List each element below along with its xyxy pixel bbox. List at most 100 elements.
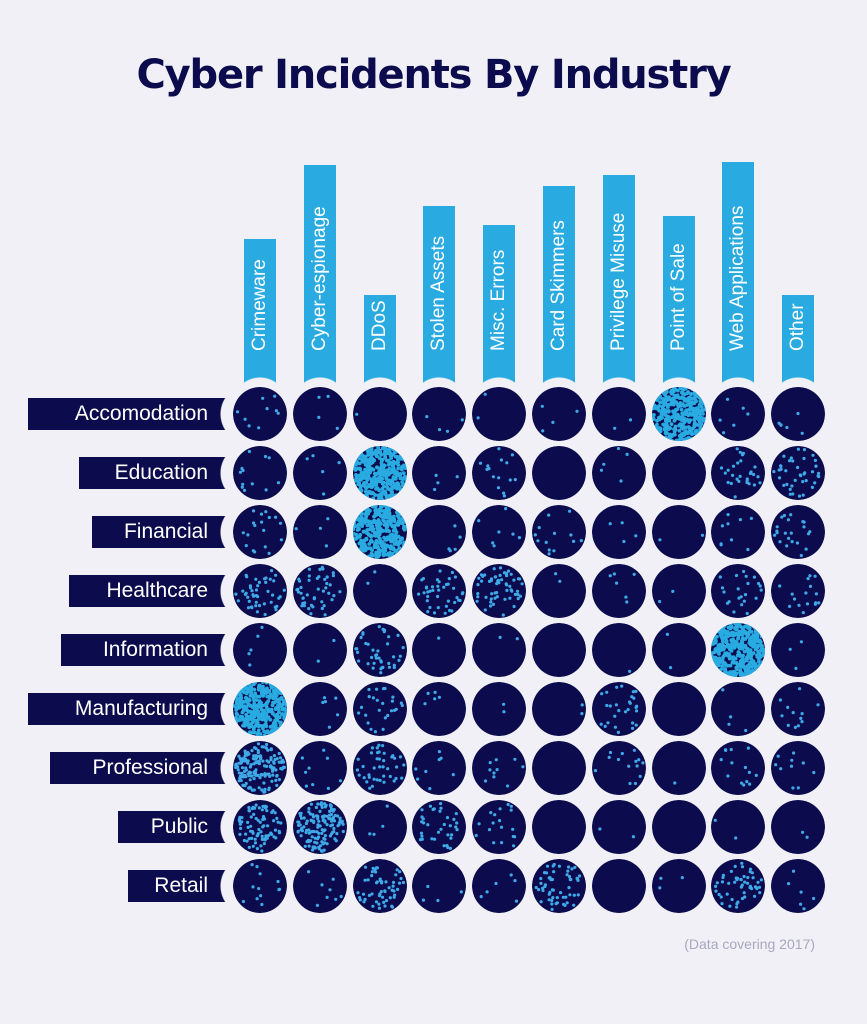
incident-cell [711,682,766,736]
incident-cell [771,800,826,854]
incident-cell [352,623,407,677]
column-header-label: Point of Sale [667,243,689,351]
row-header-label: Financial [123,520,208,543]
incident-cell [412,505,467,559]
incident-cell [233,623,287,677]
column-header: Stolen Assets [423,206,456,383]
incident-cell [651,505,706,559]
incident-cell [771,505,826,559]
column-header: DDoS [363,295,396,383]
incident-cell [532,800,586,854]
incident-cell [771,859,826,913]
row-header-label: Education [114,461,208,484]
incident-cell [532,446,586,500]
row-header: Manufacturing [28,693,226,725]
incident-cell [472,564,527,618]
incident-cell [711,741,766,795]
data-footnote: (Data covering 2017) [684,936,815,952]
column-header: Other [782,295,815,383]
incident-cell [711,505,766,559]
incident-cell [352,446,407,500]
incident-cell [591,800,646,854]
row-header-label: Manufacturing [74,697,208,720]
column-header-label: Crimeware [249,259,270,351]
incident-cell [711,800,766,854]
incident-cell [711,387,766,441]
incident-cell [532,682,586,736]
row-header: Professional [50,752,226,784]
incident-cell [292,623,347,677]
incident-cell [412,564,467,618]
row-header: Retail [128,870,226,902]
column-header: Card Skimmers [543,186,575,383]
incident-cell [472,741,527,795]
incident-cell [292,859,347,913]
row-header: Healthcare [69,575,226,607]
incident-cell [651,446,706,500]
incident-cell [233,505,287,559]
incident-cell [711,446,766,500]
chart-title: Cyber Incidents By Industry [136,52,731,98]
incident-cell [233,741,287,795]
incident-cell [412,623,467,677]
incident-cell [472,859,527,913]
incident-cell [591,623,646,677]
incident-cell [412,859,467,913]
incident-cell [412,387,467,441]
incident-cell [771,623,826,677]
column-header-label: Card Skimmers [548,220,569,351]
incident-cell [292,800,347,854]
incident-cell [771,387,826,441]
column-header-label: DDoS [368,300,390,351]
row-header: Financial [92,516,226,548]
incident-cell [591,505,646,559]
incident-cell [651,859,706,913]
row-header: Information [61,634,226,666]
row-header: Public [118,811,226,843]
incident-cell [352,859,407,913]
incident-cell [532,387,586,441]
incident-cell [472,800,527,854]
column-header-label: Other [787,303,809,351]
row-header-label: Accomodation [74,402,208,425]
incident-cell [292,446,347,500]
incident-cell [651,682,706,736]
column-header-label: Cyber-espionage [308,206,330,351]
incident-cell [472,446,527,500]
incident-cell [532,623,586,677]
incident-cell [412,741,467,795]
incident-cell [532,741,586,795]
incident-cell [651,387,706,441]
incident-cell [352,505,407,559]
incident-cell [352,741,407,795]
incident-cell [591,741,646,795]
incident-cell [412,800,467,854]
incident-cell [352,387,407,441]
incident-cell [292,505,347,559]
column-header: Cyber-espionage [303,165,336,383]
incident-cell [591,682,646,736]
column-header: Misc. Errors [483,225,516,383]
incident-cell [352,564,407,618]
row-header-label: Professional [92,756,208,779]
row-header: Education [79,457,226,489]
column-header: Privilege Misuse [602,175,635,383]
column-header-label: Privilege Misuse [607,212,629,351]
incident-cell [771,741,826,795]
incident-cell [292,741,347,795]
incident-cell [292,682,347,736]
incident-cell [711,859,766,913]
incident-cell [352,682,407,736]
incident-cell [591,387,646,441]
incident-cell [651,741,706,795]
incident-cell [532,564,586,618]
incident-cell [472,623,527,677]
column-header-label: Stolen Assets [428,235,450,351]
incident-cell [771,682,826,736]
incident-cell [771,446,826,500]
incident-cell [591,446,646,500]
column-header-label: Web Applications [727,205,749,351]
incident-cell [233,387,287,441]
row-header-label: Public [150,815,208,838]
incident-cell [412,682,467,736]
